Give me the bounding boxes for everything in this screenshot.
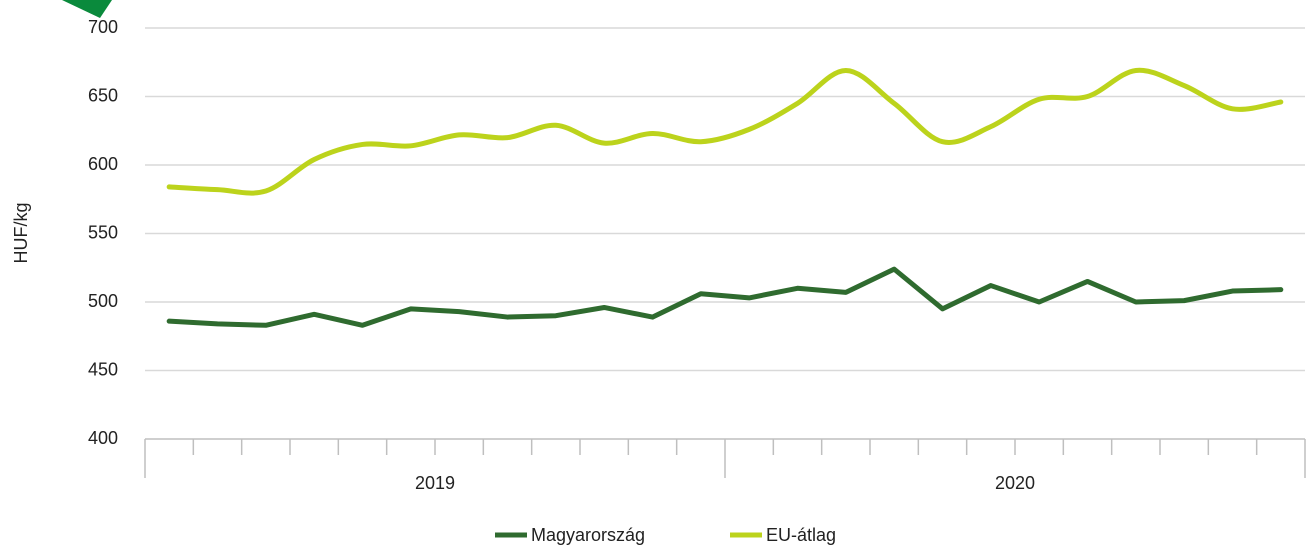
y-tick-label: 400	[88, 428, 118, 448]
x-group-label: 2019	[415, 473, 455, 493]
series-line	[166, 67, 1284, 196]
x-group-label: 2020	[995, 473, 1035, 493]
y-tick-label: 700	[88, 17, 118, 37]
legend-label: EU-átlag	[766, 525, 836, 545]
legend-label: Magyarország	[531, 525, 645, 545]
y-tick-label: 450	[88, 359, 118, 379]
y-tick-label: 500	[88, 291, 118, 311]
corner-decoration	[62, 0, 112, 18]
series-line	[166, 266, 1284, 328]
y-tick-label: 600	[88, 154, 118, 174]
y-axis-label: HUF/kg	[11, 202, 31, 263]
y-tick-label: 550	[88, 222, 118, 242]
y-tick-label: 650	[88, 85, 118, 105]
